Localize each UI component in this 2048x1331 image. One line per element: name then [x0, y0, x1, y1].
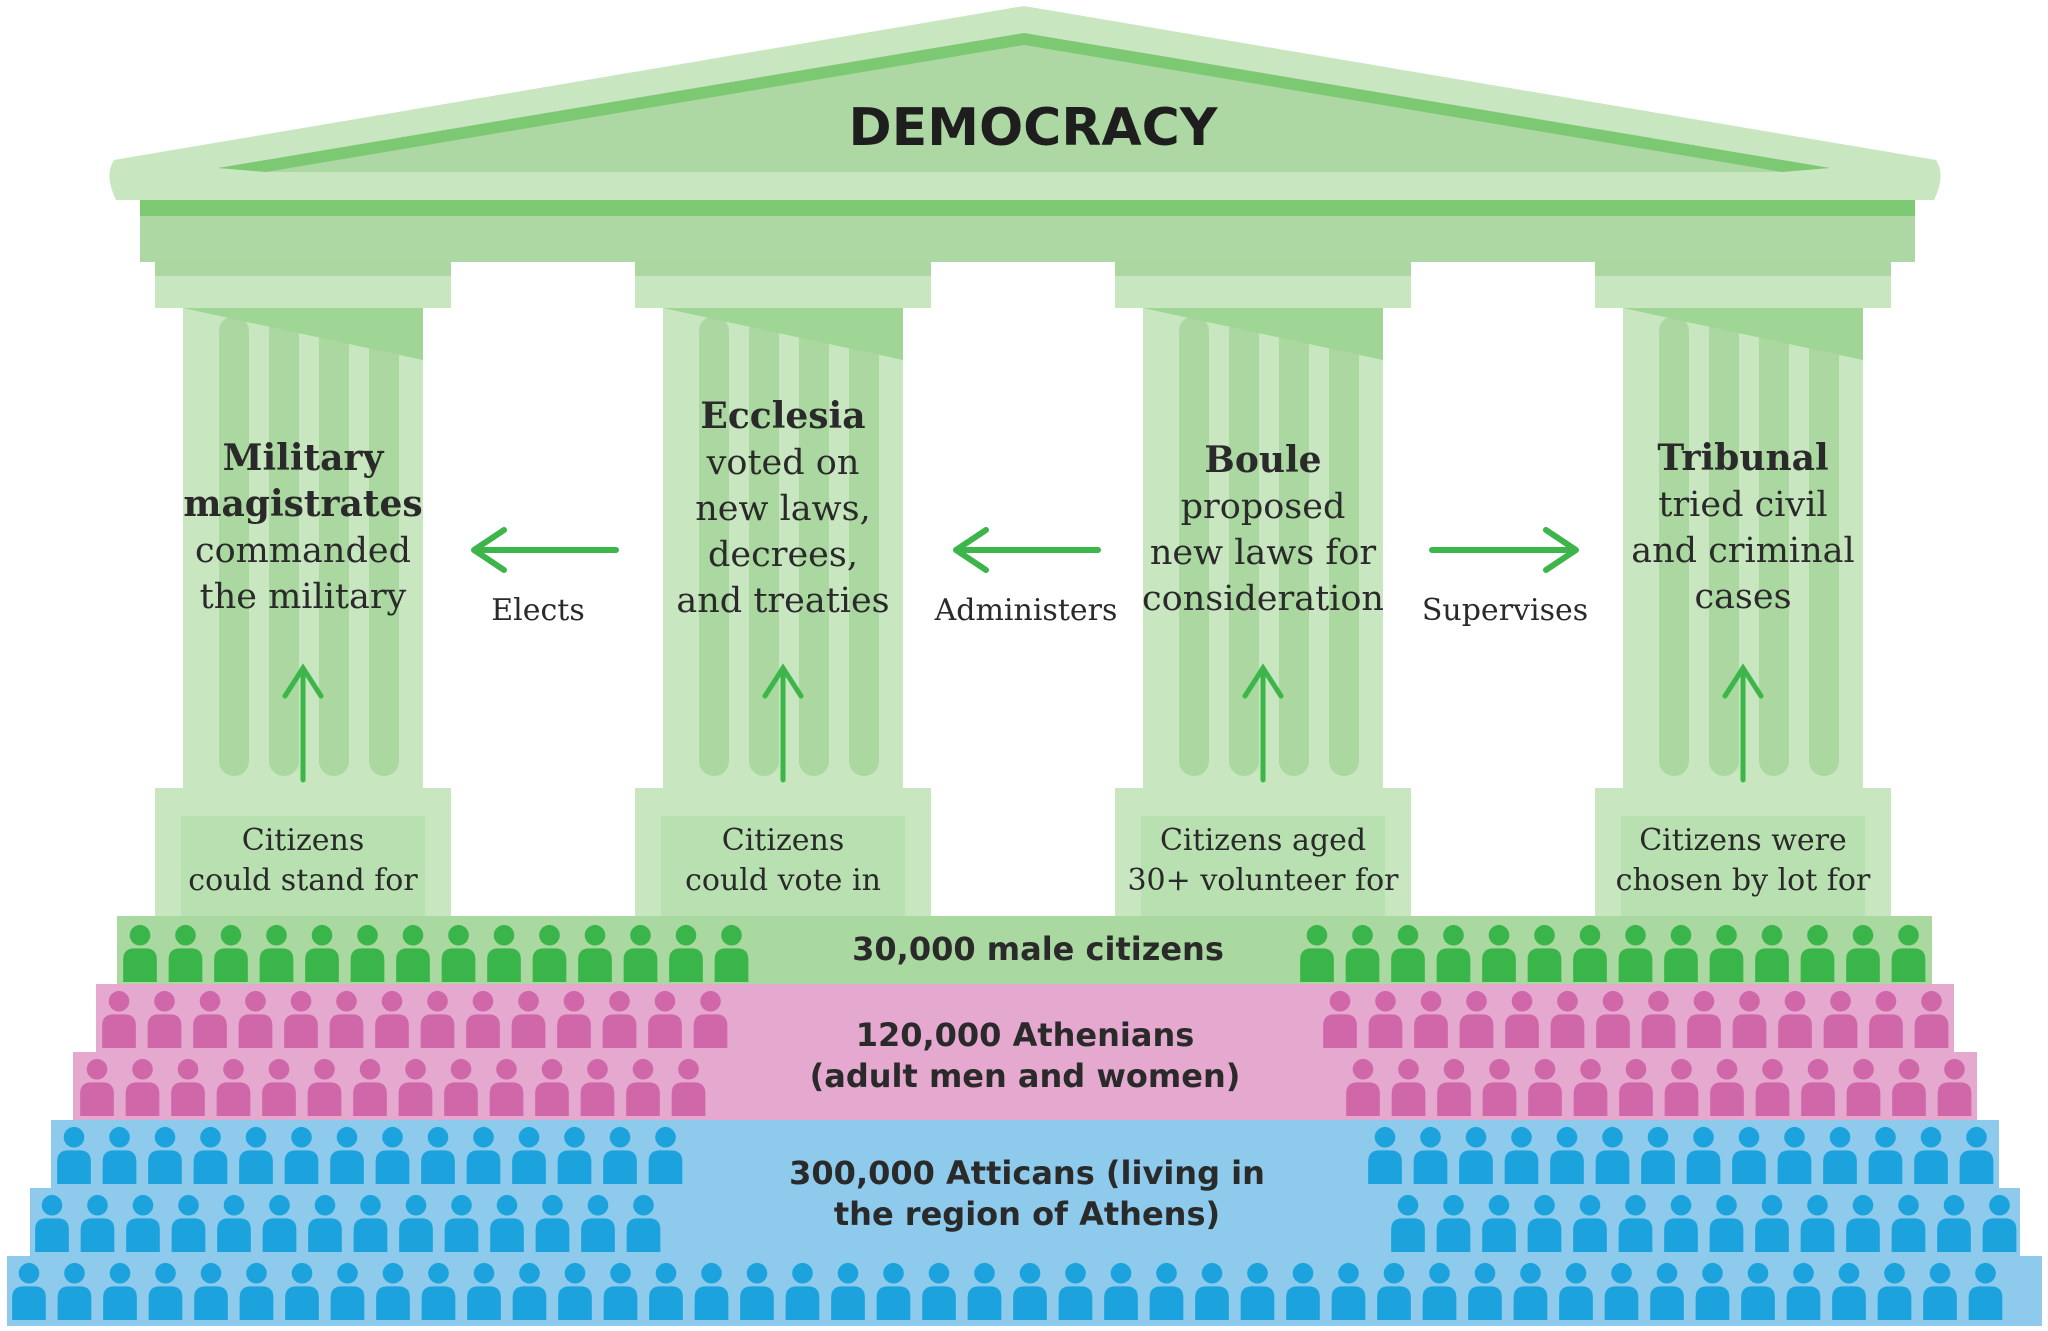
tier-label-athenians-line1: 120,000 Athenians [856, 1016, 1195, 1054]
column-base-inner [1141, 816, 1385, 916]
tier-label-athenians-line2: (adult men and women) [810, 1057, 1241, 1095]
column-3: Boule proposed new laws for consideration Ci… [1115, 262, 1411, 916]
column-description: voted on [706, 443, 860, 483]
column-description: and criminal [1631, 531, 1854, 571]
relation-administers: Administers [934, 527, 1118, 628]
column-flute [1809, 316, 1839, 776]
column-flute [1229, 316, 1259, 776]
column-flute [1709, 316, 1739, 776]
relation-label: Administers [934, 593, 1118, 628]
column-heading: magistrates [183, 483, 422, 525]
column-flute [219, 316, 249, 776]
column-flute [369, 316, 399, 776]
relation-label: Elects [491, 593, 585, 628]
column-shade [1623, 308, 1863, 360]
column-flute [1329, 316, 1359, 776]
column-description: new laws for [1150, 533, 1376, 573]
column-shade [183, 308, 423, 360]
column-heading: Ecclesia [700, 395, 865, 437]
up-arrow-icon [1722, 663, 1764, 783]
column-capital-stripe [1595, 262, 1891, 276]
up-arrow-icon [762, 663, 804, 783]
entablature-stripe [140, 200, 1915, 216]
column-flute [749, 316, 779, 776]
column-flute [269, 316, 299, 776]
column-flute [1659, 316, 1689, 776]
column-flute [1279, 316, 1309, 776]
column-capital-stripe [1115, 262, 1411, 276]
column-base-label: could stand for [188, 863, 418, 898]
column-base-label: Citizens [242, 823, 364, 858]
tier-label-atticans-line2: the region of Athens) [834, 1195, 1220, 1233]
column-flute [1759, 316, 1789, 776]
column-flute [319, 316, 349, 776]
column-description: proposed [1181, 487, 1346, 527]
up-arrow-icon [282, 663, 324, 783]
relation-elects: Elects [471, 527, 619, 628]
column-description: the military [200, 577, 407, 617]
temple-roof: DEMOCRACY [109, 6, 1941, 262]
column-description: and treaties [676, 581, 889, 621]
diagram-title: DEMOCRACY [849, 98, 1219, 158]
arrow-icon [471, 527, 619, 573]
tier-label-atticans-line1: 300,000 Atticans (living in [789, 1154, 1265, 1192]
relations: Elects Administers Supervises [471, 527, 1588, 628]
column-shade [663, 308, 903, 360]
tier-label-citizens: 30,000 male citizens [852, 930, 1224, 968]
column-base-inner [1621, 816, 1865, 916]
column-description: cases [1694, 577, 1791, 617]
column-description: consideration [1142, 579, 1384, 619]
tier-band-athenians-lower [73, 1052, 1977, 1122]
column-description: tried civil [1658, 485, 1827, 525]
relation-supervises: Supervises [1422, 527, 1588, 628]
column-base-label: 30+ volunteer for [1127, 863, 1399, 898]
column-flute [849, 316, 879, 776]
population-tiers: 30,000 male citizens 120,000 Athenians (… [7, 916, 2042, 1326]
column-base-label: chosen by lot for [1616, 863, 1871, 898]
column-heading: Boule [1204, 439, 1321, 481]
column-heading: Tribunal [1657, 437, 1828, 479]
column-base-label: Citizens were [1639, 823, 1847, 858]
column-flute [1179, 316, 1209, 776]
column-description: commanded [195, 531, 411, 571]
column-description: new laws, [695, 489, 870, 529]
column-base-label: Citizens aged [1160, 823, 1366, 858]
relation-label: Supervises [1422, 593, 1588, 628]
column-base-label: Citizens [722, 823, 844, 858]
column-capital-stripe [635, 262, 931, 276]
column-2: Ecclesia voted on new laws, decrees, and tre… [635, 262, 931, 916]
up-arrow-icon [1242, 663, 1284, 783]
column-description: decrees, [708, 535, 858, 575]
column-flute [799, 316, 829, 776]
pediment-inner [266, 45, 1782, 172]
column-base-inner [661, 816, 905, 916]
column-base-inner [181, 816, 425, 916]
column-base-label: could vote in [685, 863, 881, 898]
arrow-icon [1429, 527, 1579, 573]
column-shade [1143, 308, 1383, 360]
column-flute [699, 316, 729, 776]
arrow-icon [953, 527, 1101, 573]
column-4: Tribunal tried civil and criminal cases Citi… [1595, 262, 1891, 916]
column-heading: Military [223, 437, 385, 479]
column-capital-stripe [155, 262, 451, 276]
